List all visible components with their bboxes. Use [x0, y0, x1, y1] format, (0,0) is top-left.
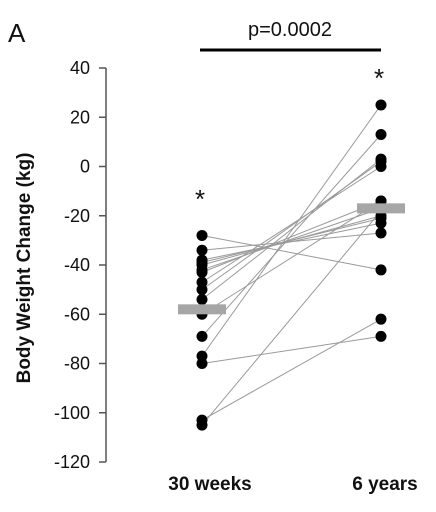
- pair-line: [201, 200, 382, 315]
- y-tick-label: -20: [64, 206, 90, 226]
- data-point: [375, 128, 387, 140]
- pair-line: [201, 134, 382, 337]
- pair-line: [201, 207, 382, 271]
- pair-line: [201, 335, 382, 364]
- pair-line: [201, 234, 382, 271]
- pair-line: [201, 222, 382, 261]
- y-axis-title: Body Weight Change (kg): [14, 153, 35, 384]
- mean-markers: [178, 203, 405, 315]
- data-point: [196, 244, 208, 256]
- significance-markers: **: [195, 63, 384, 214]
- pair-line: [201, 210, 382, 426]
- y-tick-label: -80: [64, 354, 90, 374]
- pair-line: [201, 104, 382, 357]
- data-point: [196, 284, 208, 296]
- significance-asterisk: *: [195, 184, 205, 214]
- y-tick-label: -120: [54, 452, 90, 472]
- data-point: [375, 264, 387, 276]
- data-point: [196, 330, 208, 342]
- panel-label: A: [8, 18, 26, 48]
- category-labels: 30 weeks 6 years: [168, 474, 417, 495]
- y-tick-label: 0: [80, 157, 90, 177]
- y-tick-label: 20: [70, 107, 90, 127]
- y-tick-label: -40: [64, 255, 90, 275]
- data-point: [375, 227, 387, 239]
- data-point: [375, 99, 387, 111]
- data-point: [375, 330, 387, 342]
- data-point: [196, 293, 208, 305]
- data-point: [375, 153, 387, 165]
- data-point: [196, 419, 208, 431]
- pair-line: [201, 215, 382, 266]
- y-tick-label: -60: [64, 304, 90, 324]
- x-category-label: 6 years: [352, 474, 418, 495]
- y-ticks: 40 20 0 -20 -40 -60 -80 -100 -120: [54, 58, 106, 472]
- data-point: [196, 229, 208, 241]
- pair-line: [201, 200, 382, 273]
- paired-lines: [201, 104, 382, 426]
- data-point: [196, 358, 208, 369]
- x-category-label: 30 weeks: [168, 474, 251, 495]
- mean-bar: [178, 304, 226, 315]
- mean-bar: [357, 203, 405, 214]
- p-value-label: p=0.0002: [248, 19, 332, 41]
- y-tick-label: 40: [70, 58, 90, 78]
- data-point: [375, 313, 387, 325]
- significance-asterisk: *: [374, 63, 384, 93]
- pair-line: [201, 318, 382, 421]
- y-tick-label: -100: [54, 403, 90, 423]
- data-point: [196, 266, 208, 278]
- pair-line: [201, 166, 382, 283]
- pair-line: [201, 158, 382, 300]
